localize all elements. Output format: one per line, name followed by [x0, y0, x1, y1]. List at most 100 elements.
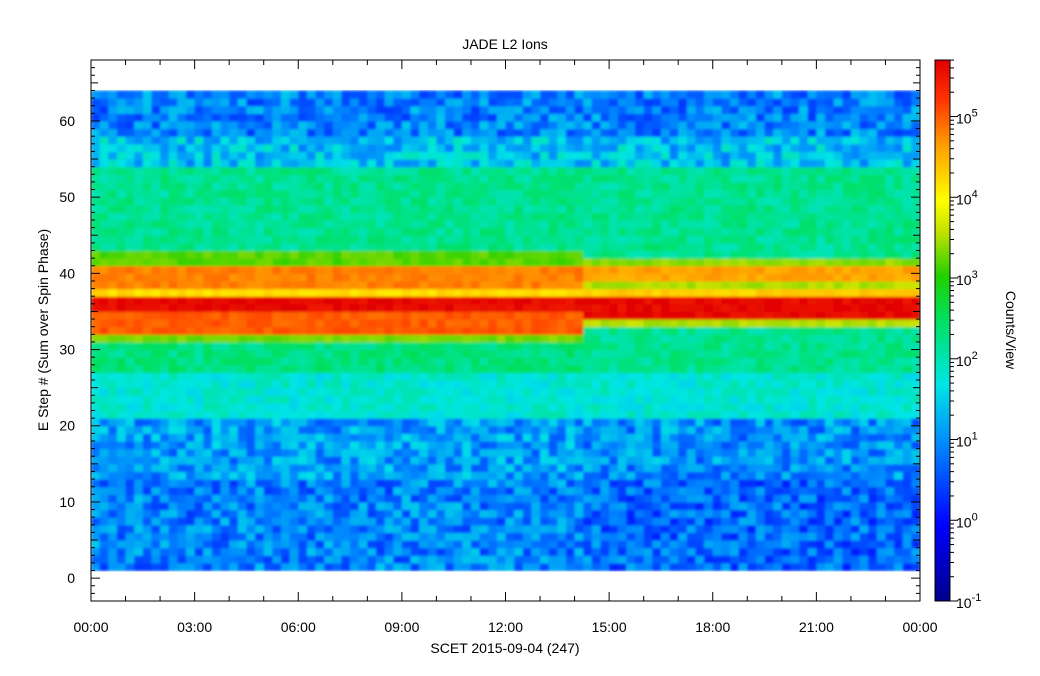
heatmap-cell	[116, 166, 127, 175]
heatmap-cell	[203, 402, 213, 412]
heatmap-cell	[652, 555, 662, 564]
heatmap-cell	[496, 540, 507, 549]
heatmap-cell	[151, 494, 161, 503]
heatmap-cell	[237, 311, 248, 320]
heatmap-cell	[747, 364, 757, 374]
heatmap-cell	[263, 265, 273, 274]
heatmap-cell	[617, 448, 627, 457]
heatmap-cell	[419, 456, 429, 465]
heatmap-cell	[203, 128, 213, 137]
heatmap-cell	[453, 120, 463, 130]
heatmap-cell	[488, 486, 498, 495]
heatmap-cell	[108, 273, 118, 282]
heatmap-cell	[445, 433, 455, 442]
heatmap-cell	[704, 258, 714, 267]
heatmap-cell	[427, 425, 438, 434]
heatmap-cell	[229, 425, 239, 434]
heatmap-cell	[289, 494, 299, 503]
heatmap-cell	[401, 296, 412, 305]
heatmap-cell	[574, 463, 584, 473]
heatmap-cell	[220, 357, 230, 366]
heatmap-cell	[643, 189, 653, 198]
heatmap-cell	[203, 410, 213, 419]
heatmap-cell	[583, 486, 593, 495]
heatmap-cell	[462, 90, 472, 99]
heatmap-cell	[514, 265, 524, 274]
heatmap-cell	[237, 105, 248, 114]
heatmap-cell	[669, 296, 679, 305]
heatmap-cell	[280, 166, 291, 175]
heatmap-cell	[574, 120, 584, 130]
heatmap-cell	[652, 212, 662, 221]
heatmap-cell	[686, 410, 697, 419]
heatmap-cell	[635, 418, 645, 427]
heatmap-cell	[479, 486, 489, 495]
heatmap-cell	[445, 380, 455, 389]
heatmap-cell	[427, 174, 438, 183]
heatmap-cell	[375, 273, 386, 282]
heatmap-cell	[203, 380, 213, 389]
heatmap-cell	[453, 197, 463, 206]
heatmap-cell	[332, 456, 343, 465]
heatmap-cell	[436, 311, 446, 320]
heatmap-cell	[686, 120, 697, 130]
heatmap-cell	[108, 440, 118, 450]
heatmap-cell	[289, 265, 299, 274]
heatmap-cell	[341, 456, 351, 465]
heatmap-cell	[445, 280, 455, 290]
heatmap-cell	[306, 189, 317, 198]
heatmap-cell	[125, 220, 135, 229]
heatmap-cell	[203, 532, 213, 541]
heatmap-cell	[591, 547, 602, 556]
heatmap-cell	[289, 555, 299, 564]
heatmap-cell	[462, 372, 472, 381]
heatmap-cell	[168, 456, 178, 465]
heatmap-cell	[652, 524, 662, 534]
heatmap-cell	[522, 197, 533, 206]
heatmap-cell	[341, 242, 351, 252]
heatmap-cell	[531, 364, 541, 374]
heatmap-cell	[375, 258, 386, 267]
heatmap-cell	[557, 143, 567, 153]
heatmap-cell	[419, 212, 429, 221]
heatmap-cell	[704, 456, 714, 465]
heatmap-cell	[229, 349, 239, 358]
heatmap-cell	[747, 456, 757, 465]
heatmap-cell	[367, 227, 377, 236]
heatmap-cell	[505, 402, 515, 412]
heatmap-cell	[496, 181, 507, 191]
heatmap-cell	[237, 547, 248, 556]
heatmap-cell	[306, 288, 317, 297]
heatmap-cell	[194, 303, 204, 313]
heatmap-cell	[453, 433, 463, 442]
heatmap-cell	[108, 463, 118, 473]
heatmap-cell	[160, 90, 170, 99]
heatmap-cell	[695, 197, 705, 206]
heatmap-cell	[375, 174, 386, 183]
heatmap-cell	[142, 402, 153, 412]
heatmap-cell	[436, 341, 446, 351]
heatmap-cell	[350, 303, 360, 313]
heatmap-cell	[306, 501, 317, 511]
heatmap-cell	[496, 517, 507, 526]
heatmap-cell	[574, 425, 584, 434]
heatmap-cell	[514, 372, 524, 381]
heatmap-cell	[125, 448, 135, 457]
heatmap-cell	[514, 303, 524, 313]
heatmap-cell	[453, 136, 463, 145]
heatmap-cell	[142, 440, 153, 450]
heatmap-cell	[522, 334, 533, 343]
heatmap-cell	[134, 113, 144, 122]
heatmap-cell	[600, 181, 610, 191]
heatmap-cell	[108, 311, 118, 320]
heatmap-cell	[116, 509, 127, 518]
heatmap-cell	[540, 341, 550, 351]
heatmap-cell	[470, 265, 481, 274]
heatmap-cell	[453, 501, 463, 511]
heatmap-cell	[747, 273, 757, 282]
heatmap-cell	[151, 288, 161, 297]
heatmap-cell	[652, 98, 662, 107]
heatmap-cell	[565, 486, 576, 495]
heatmap-cell	[678, 90, 688, 99]
heatmap-cell	[704, 242, 714, 252]
